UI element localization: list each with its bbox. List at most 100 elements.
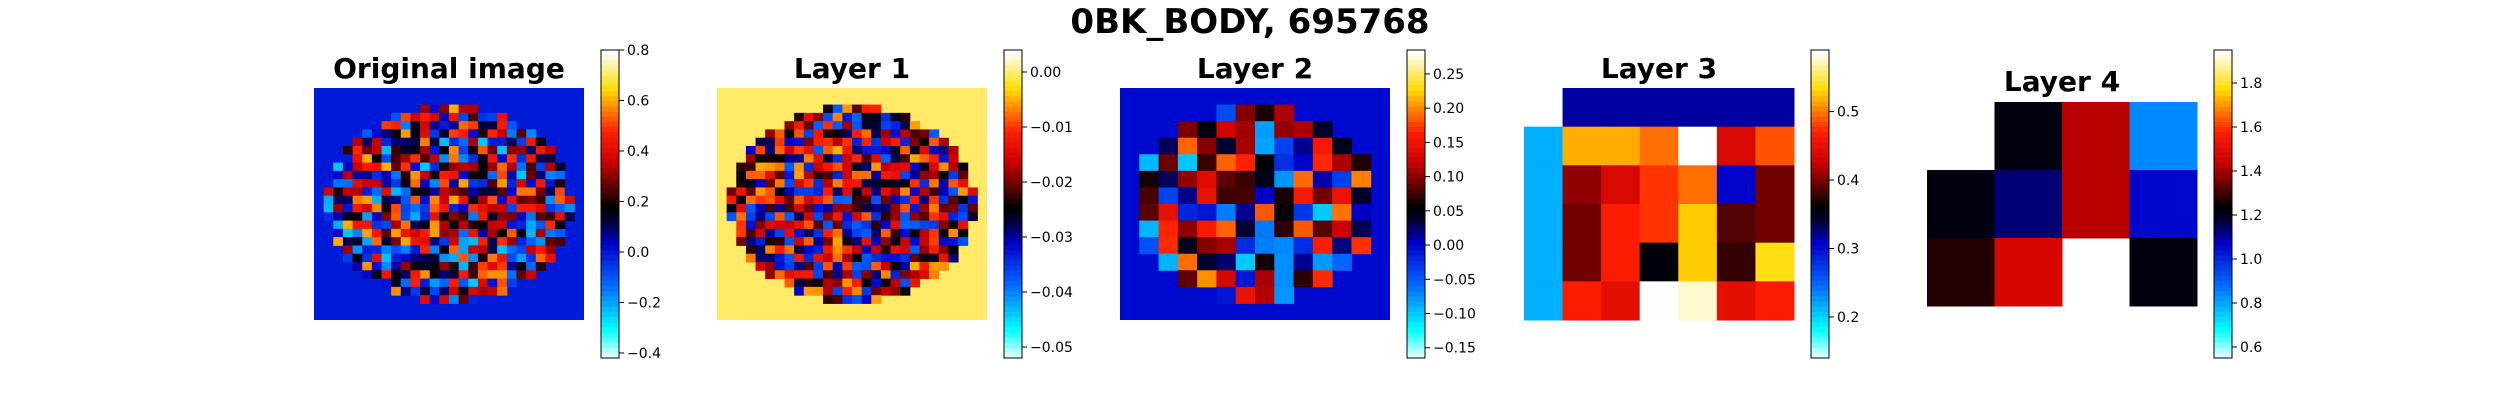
heatmap-cell [516, 154, 527, 164]
heatmap-cell [487, 286, 498, 296]
heatmap-cell [342, 228, 354, 238]
heatmap-cell [516, 146, 527, 155]
heatmap-cell [842, 212, 853, 222]
heatmap-cell [958, 237, 969, 246]
heatmap-cell [813, 179, 824, 188]
heatmap-cell [410, 228, 421, 238]
colorbar-segment [1407, 260, 1425, 267]
colorbar-segment [2214, 111, 2232, 118]
heatmap-cell [535, 212, 546, 222]
heatmap-cell [745, 204, 757, 213]
heatmap-cell [487, 187, 498, 197]
colorbar-tick-label: 0.6 [627, 93, 649, 109]
heatmap-cell [861, 262, 872, 271]
colorbar-tick-label: 0.8 [2240, 296, 2262, 312]
heatmap-cell [871, 129, 882, 139]
heatmap-cell [420, 262, 431, 271]
heatmap-cell [774, 129, 785, 139]
heatmap-cell [765, 212, 776, 222]
heatmap-cell [506, 278, 517, 288]
heatmap-cell [794, 137, 805, 147]
heatmap-cell [736, 204, 747, 213]
heatmap-cell [545, 179, 556, 188]
heatmap-cell [458, 154, 469, 164]
heatmap-cell [400, 278, 411, 288]
heatmap-cell [516, 170, 527, 180]
heatmap-cell [1139, 187, 1160, 205]
colorbar-segment [1811, 332, 1829, 339]
heatmap-cell [1197, 253, 1217, 271]
heatmap-cell [400, 245, 411, 255]
heatmap-cell [1177, 170, 1198, 188]
panel-title-layer-4: Layer 4 [2003, 65, 2121, 98]
heatmap-cell [468, 146, 479, 155]
heatmap-cell [938, 179, 949, 188]
colorbar-segment [1407, 111, 1425, 118]
heatmap-cell [755, 137, 766, 147]
heatmap-cell [1678, 204, 1718, 244]
heatmap-cell [1177, 253, 1198, 271]
heatmap-cell [755, 187, 766, 197]
heatmap-cell [852, 121, 863, 130]
heatmap-cell [784, 212, 795, 222]
panel-title-layer-1: Layer 1 [793, 52, 911, 85]
colorbar-segment [1004, 306, 1022, 313]
heatmap-cell [362, 179, 373, 188]
heatmap-cell [832, 154, 843, 164]
heatmap-cell [784, 137, 795, 147]
heatmap-cell [352, 137, 363, 147]
heatmap-cell [1601, 242, 1641, 282]
heatmap-cell [391, 154, 402, 164]
heatmap-cell [784, 195, 795, 205]
heatmap-cell [938, 237, 949, 246]
heatmap-cell [1351, 170, 1372, 188]
colorbar-segment [601, 142, 619, 149]
heatmap-cell [736, 237, 747, 246]
heatmap-cell [381, 278, 392, 288]
heatmap-cell [526, 146, 537, 155]
heatmap-cell [323, 195, 334, 205]
colorbar-segment [1811, 286, 1829, 292]
heatmap-cell [803, 237, 814, 246]
colorbar-segment [1407, 291, 1425, 297]
heatmap-cell [458, 187, 469, 197]
heatmap-cell [468, 154, 479, 164]
heatmap-cell [477, 212, 489, 222]
heatmap-cell [487, 253, 498, 263]
heatmap-cell [794, 187, 805, 197]
heatmap-cell [938, 228, 949, 238]
heatmap-cell [487, 179, 498, 188]
colorbar-segment [1004, 188, 1022, 195]
colorbar-frame [2213, 49, 2233, 359]
heatmap-cell [555, 220, 566, 230]
heatmap-cell [803, 179, 814, 188]
heatmap-cell [1994, 102, 2063, 171]
colorbar-segment [601, 75, 619, 82]
colorbar-segment [1407, 127, 1425, 133]
heatmap-cell [803, 129, 814, 139]
heatmap-cell [400, 253, 411, 263]
heatmap-cell [813, 245, 824, 255]
heatmap-cell [784, 154, 795, 164]
heatmap-cell [420, 220, 431, 230]
colorbar-tick-label: 0.00 [1030, 65, 1061, 81]
colorbar-segment [1004, 224, 1022, 231]
heatmap-cell [784, 179, 795, 188]
colorbar-segment [2214, 121, 2232, 128]
heatmap-cell [880, 154, 892, 164]
heatmap-cell [545, 204, 556, 213]
heatmap-cell [938, 245, 949, 255]
heatmap-cell [871, 270, 882, 280]
colorbar-segment [1004, 275, 1022, 282]
heatmap-cell [535, 154, 546, 164]
heatmap-cell [803, 278, 814, 288]
heatmap-cell [794, 220, 805, 230]
heatmap-cell [429, 104, 440, 114]
heatmap-cell [803, 286, 814, 296]
colorbar-segment [1811, 101, 1829, 108]
heatmap-cell [439, 245, 450, 255]
heatmap-cell [803, 112, 814, 122]
heatmap-cell [861, 195, 872, 205]
heatmap-cell [919, 195, 930, 205]
colorbar-tick-label: −0.03 [1030, 230, 1073, 246]
